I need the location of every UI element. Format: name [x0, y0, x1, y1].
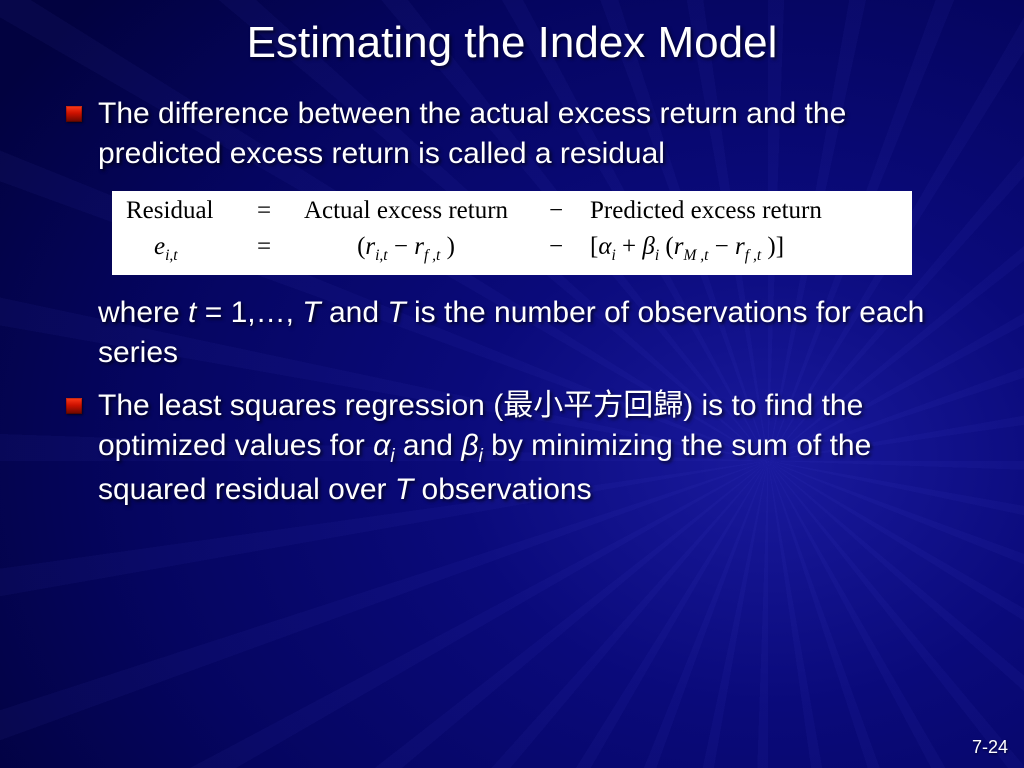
formula-actual-expr: (ri,t − rf ,t )	[282, 233, 530, 265]
bullet-text-1: The difference between the actual excess…	[98, 94, 958, 173]
bullet-text-2: The least squares regression (最小平方回歸) is…	[98, 386, 958, 509]
formula-box: Residual = Actual excess return − Predic…	[112, 191, 912, 275]
formula-eq-2: =	[246, 233, 282, 261]
formula-residual-label: Residual	[126, 197, 246, 225]
bullet-icon	[66, 106, 82, 122]
bullet-item-1: The difference between the actual excess…	[66, 94, 958, 173]
sub-text-where: where t = 1,…, T and T is the number of …	[98, 293, 958, 372]
formula-actual-label: Actual excess return	[282, 197, 530, 225]
slide-content: The difference between the actual excess…	[40, 94, 984, 509]
page-number: 7-24	[972, 737, 1008, 758]
formula-eq-1: =	[246, 197, 282, 225]
formula-predicted-label: Predicted excess return	[582, 197, 898, 225]
slide-title: Estimating the Index Model	[40, 18, 984, 68]
bullet-item-2: The least squares regression (最小平方回歸) is…	[66, 386, 958, 509]
formula-line-2: ei,t = (ri,t − rf ,t ) − [αi + βi (rM ,t…	[126, 233, 898, 265]
bullet-icon	[66, 398, 82, 414]
slide: Estimating the Index Model The differenc…	[0, 0, 1024, 768]
formula-minus-2: −	[530, 233, 582, 261]
formula-residual-symbol: ei,t	[126, 233, 246, 265]
formula-minus-1: −	[530, 197, 582, 225]
formula-line-1: Residual = Actual excess return − Predic…	[126, 197, 898, 225]
formula-predicted-expr: [αi + βi (rM ,t − rf ,t )]	[582, 233, 898, 265]
